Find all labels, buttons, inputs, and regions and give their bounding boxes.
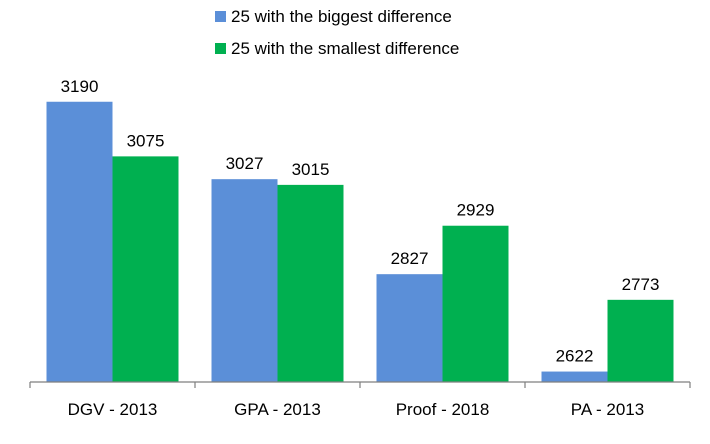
value-labels-group: 3190 3075 3027 3015 2827 2929 2622 2773 <box>61 77 660 366</box>
legend-swatch-2 <box>215 43 226 54</box>
legend-label-2: 25 with the smallest difference <box>231 39 459 58</box>
category-label-1: DGV - 2013 <box>68 400 158 419</box>
category-labels-group: DGV - 2013 GPA - 2013 Proof - 2018 PA - 201… <box>68 400 645 419</box>
bar-biggest-1 <box>46 101 113 382</box>
bar-biggest-3 <box>376 274 443 382</box>
bar-smallest-1 <box>112 156 179 382</box>
bar-biggest-2 <box>211 179 278 382</box>
bar-smallest-2 <box>277 184 344 382</box>
value-label-smallest-1: 3075 <box>127 131 165 150</box>
legend-label-1: 25 with the biggest difference <box>231 7 452 26</box>
legend: 25 with the biggest difference 25 with th… <box>215 7 459 58</box>
bar-smallest-4 <box>607 299 674 382</box>
value-label-smallest-3: 2929 <box>457 201 495 220</box>
x-axis-ticks <box>29 382 691 388</box>
legend-swatch-1 <box>215 11 226 22</box>
bars-group <box>46 101 674 382</box>
category-label-2: GPA - 2013 <box>234 400 321 419</box>
category-label-4: PA - 2013 <box>571 400 644 419</box>
value-label-biggest-4: 2622 <box>556 347 594 366</box>
value-label-smallest-2: 3015 <box>292 160 330 179</box>
value-label-biggest-2: 3027 <box>226 154 264 173</box>
category-label-3: Proof - 2018 <box>396 400 490 419</box>
value-label-smallest-4: 2773 <box>622 275 660 294</box>
value-label-biggest-3: 2827 <box>391 249 429 268</box>
bar-biggest-4 <box>541 371 608 382</box>
value-label-biggest-1: 3190 <box>61 77 99 96</box>
bar-smallest-3 <box>442 225 509 382</box>
